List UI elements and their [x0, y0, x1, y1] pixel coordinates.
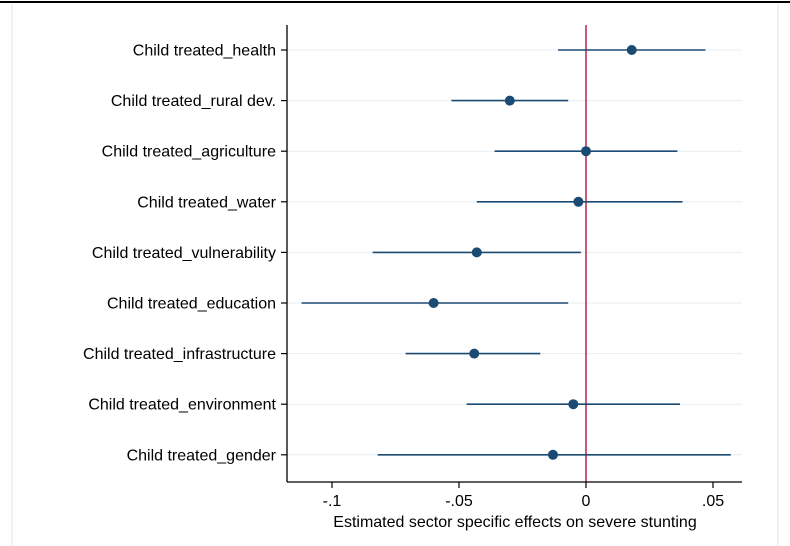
estimate-point: [547, 449, 558, 460]
estimate-point: [471, 247, 482, 258]
estimate-point: [469, 348, 480, 359]
y-tick-label: Child treated_rural dev.: [111, 93, 276, 110]
estimate-point: [428, 298, 439, 308]
y-tick-label: Child treated_education: [107, 296, 276, 313]
estimate-point: [626, 45, 637, 55]
y-tick-label: Child treated_infrastructure: [83, 346, 276, 363]
y-tick-label: Child treated_agriculture: [102, 144, 276, 161]
x-tick-label: 0: [582, 493, 591, 510]
y-tick-label: Child treated_gender: [127, 447, 277, 464]
x-tick-label: -.1: [323, 493, 342, 510]
y-tick-label: Child treated_environment: [88, 397, 276, 414]
estimate-point: [568, 399, 579, 410]
point-estimates: [428, 45, 637, 460]
y-tick-label: Child treated_water: [137, 194, 276, 211]
x-axis-title: Estimated sector specific effects on sev…: [333, 514, 696, 531]
x-tick-label: -.05: [445, 493, 473, 510]
y-tick-label: Child treated_vulnerability: [92, 245, 276, 262]
x-tick-label: .05: [702, 493, 724, 510]
x-axis-ticks: -.1 -.05 0 .05: [323, 482, 724, 510]
estimate-point: [504, 95, 515, 106]
y-axis-ticks: Child treated_health Child treated_rural …: [83, 43, 287, 464]
estimate-point: [581, 146, 591, 157]
estimate-point: [573, 196, 584, 207]
y-tick-label: Child treated_health: [133, 43, 276, 60]
